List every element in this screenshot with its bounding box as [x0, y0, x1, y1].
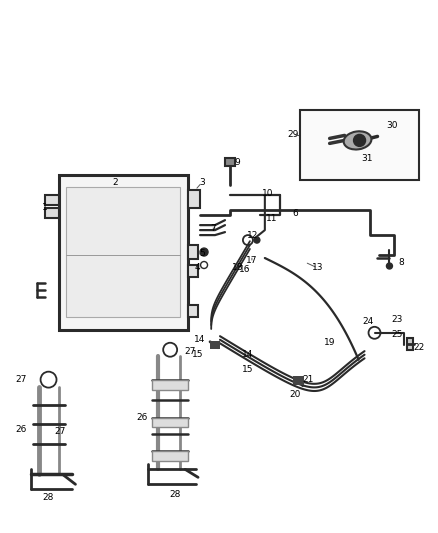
Text: 23: 23: [392, 316, 403, 324]
Text: 5: 5: [199, 248, 205, 257]
Text: 9: 9: [234, 158, 240, 167]
Text: 15: 15: [192, 350, 204, 359]
Text: 26: 26: [15, 425, 26, 434]
Text: 10: 10: [262, 189, 274, 198]
Text: 22: 22: [414, 343, 425, 352]
Bar: [152, 451, 188, 462]
Bar: [188, 305, 198, 317]
Bar: [300, 110, 419, 180]
Bar: [210, 341, 220, 349]
Text: 20: 20: [289, 390, 300, 399]
Text: 21: 21: [302, 375, 314, 384]
Bar: [188, 245, 198, 259]
Bar: [152, 379, 188, 390]
Text: 8: 8: [399, 257, 404, 266]
Text: 25: 25: [392, 330, 403, 340]
Text: 4: 4: [194, 263, 200, 272]
Text: 14: 14: [194, 335, 206, 344]
Circle shape: [386, 263, 392, 269]
Bar: [67, 187, 180, 317]
Bar: [293, 376, 304, 385]
Text: 17: 17: [246, 255, 258, 264]
Text: 3: 3: [199, 178, 205, 187]
Circle shape: [353, 134, 366, 147]
Text: 12: 12: [247, 231, 258, 240]
Text: 7: 7: [210, 224, 216, 232]
Bar: [45, 195, 59, 205]
Circle shape: [200, 248, 208, 256]
Bar: [225, 158, 235, 166]
Text: 28: 28: [170, 490, 181, 499]
Bar: [45, 208, 59, 218]
Text: 27: 27: [184, 347, 196, 356]
Text: 13: 13: [312, 263, 323, 272]
Circle shape: [254, 237, 260, 243]
Text: 14: 14: [242, 350, 254, 359]
Bar: [59, 175, 188, 330]
Text: 11: 11: [266, 214, 278, 223]
Text: 1: 1: [42, 203, 47, 212]
Bar: [407, 338, 413, 350]
Bar: [188, 265, 198, 277]
Text: 24: 24: [362, 317, 373, 326]
Text: 15: 15: [242, 365, 254, 374]
Text: 26: 26: [137, 413, 148, 422]
Text: 28: 28: [43, 493, 54, 502]
Text: 19: 19: [324, 338, 336, 348]
Text: 30: 30: [387, 121, 398, 130]
Text: 2: 2: [113, 178, 118, 187]
Text: 6: 6: [292, 209, 298, 217]
Text: 27: 27: [55, 427, 66, 436]
Text: 29: 29: [287, 130, 298, 139]
Bar: [152, 417, 188, 427]
Text: 27: 27: [15, 375, 26, 384]
Text: 18: 18: [232, 263, 244, 272]
Bar: [188, 190, 200, 208]
Text: 31: 31: [362, 154, 373, 163]
Ellipse shape: [344, 131, 371, 149]
Text: 16: 16: [239, 265, 251, 274]
